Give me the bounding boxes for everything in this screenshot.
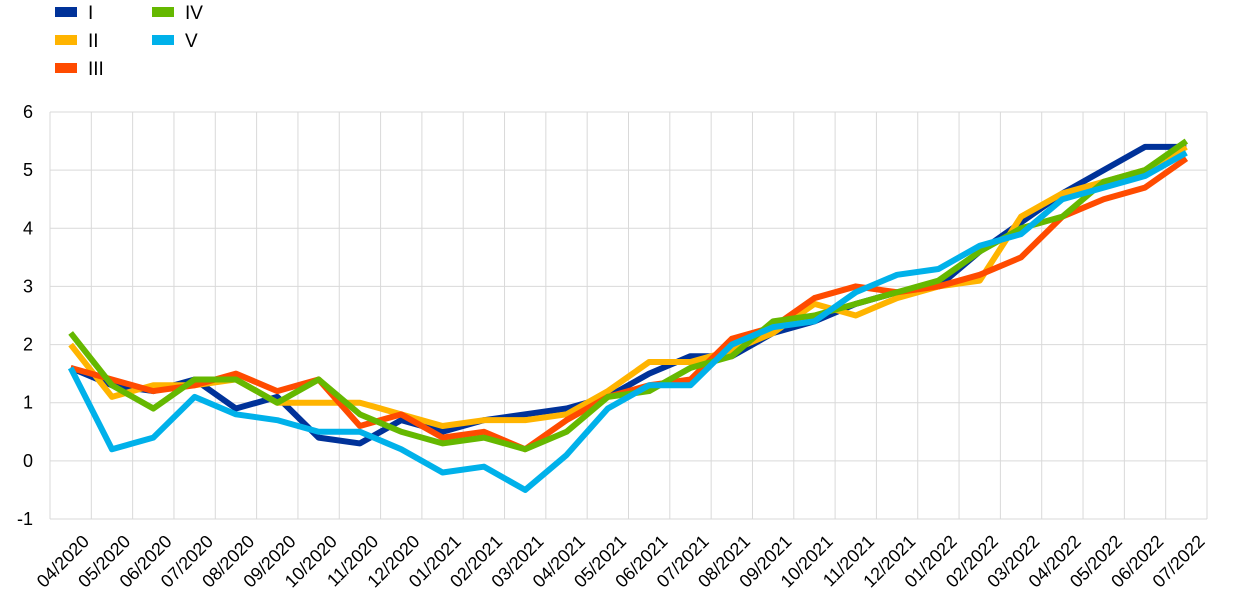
chart-series xyxy=(67,138,1189,493)
y-tick-label: 3 xyxy=(23,276,33,296)
chart-gridlines xyxy=(49,111,1208,520)
legend-item-iii: III xyxy=(55,59,104,80)
y-tick-label: 6 xyxy=(23,102,33,122)
y-tick-label: 4 xyxy=(23,218,33,238)
series-line-v xyxy=(67,150,1188,493)
legend-item-v: V xyxy=(152,31,198,52)
legend-label: IV xyxy=(185,3,203,24)
x-axis: 04/202005/202006/202007/202008/202009/20… xyxy=(33,531,1209,591)
y-tick-label: 2 xyxy=(23,335,33,355)
y-tick-label: 1 xyxy=(23,393,33,413)
y-tick-label: 5 xyxy=(23,160,33,180)
legend-label: I xyxy=(88,3,93,24)
y-tick-label: 0 xyxy=(23,451,33,471)
legend-swatch xyxy=(55,63,77,73)
legend-label: II xyxy=(88,31,99,52)
legend-label: III xyxy=(88,59,104,80)
legend-item-i: I xyxy=(55,3,93,24)
y-axis: -1 0 1 2 3 4 5 6 xyxy=(17,102,33,529)
legend-label: V xyxy=(185,31,198,52)
legend-swatch xyxy=(152,7,174,17)
legend-swatch xyxy=(55,7,77,17)
legend-item-ii: II xyxy=(55,31,99,52)
y-tick-label: -1 xyxy=(17,509,33,529)
legend-swatch xyxy=(55,35,77,45)
legend-item-iv: IV xyxy=(152,3,203,24)
legend-swatch xyxy=(152,35,174,45)
